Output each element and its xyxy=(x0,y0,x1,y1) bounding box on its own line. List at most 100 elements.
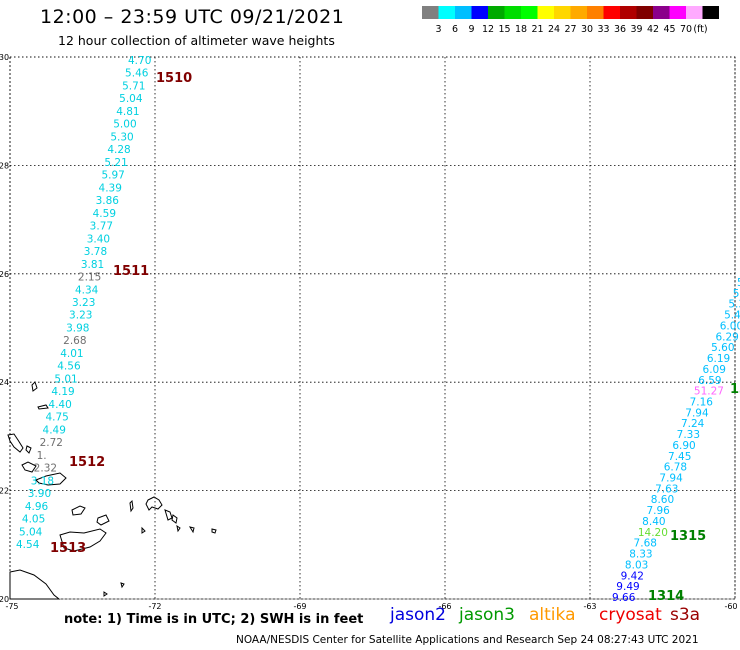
swh-label: 3.90 xyxy=(28,488,51,500)
swh-label: 4.05 xyxy=(22,514,45,526)
pass-number-label: 1513 xyxy=(50,541,86,556)
swh-label: 4.75 xyxy=(45,412,68,424)
colorbar-label: 70 xyxy=(680,24,692,35)
swh-label: 9.66 xyxy=(612,592,636,604)
colorbar-swatch xyxy=(603,6,620,19)
colorbar-swatch xyxy=(669,6,686,19)
coastline xyxy=(120,582,125,589)
swh-label: 4.40 xyxy=(48,399,71,411)
lon-label: -72 xyxy=(148,602,161,611)
coastline xyxy=(176,524,181,533)
swh-label: 7.45 xyxy=(668,451,691,463)
swh-label: 6.19 xyxy=(707,353,730,365)
swh-label: 5.46 xyxy=(125,68,149,80)
coastline xyxy=(164,509,173,521)
swh-label: 9.49 xyxy=(616,581,639,593)
pass-number-label: 1511 xyxy=(113,264,149,279)
colorbar-label: 18 xyxy=(515,24,527,35)
swh-label: 7.33 xyxy=(677,429,700,441)
legend-jason3: jason3 xyxy=(459,605,515,625)
colorbar-swatch xyxy=(570,6,587,19)
colorbar-swatch xyxy=(488,6,505,19)
swh-label: 6.09 xyxy=(703,364,726,376)
coastline xyxy=(21,461,37,473)
coastline xyxy=(145,496,163,511)
swh-label: 3.81 xyxy=(81,259,104,271)
colorbar-swatch xyxy=(521,6,538,19)
lat-label: 30 xyxy=(0,53,9,62)
swh-label: 4.70 xyxy=(128,55,151,67)
coastline xyxy=(37,404,49,410)
coastline xyxy=(35,472,67,486)
swh-label: 7.94 xyxy=(685,407,709,419)
legend-jason2: jason2 xyxy=(390,605,446,625)
colorbar-label: 6 xyxy=(452,24,458,35)
swh-label: 3.77 xyxy=(90,221,113,233)
swh-label: 7.96 xyxy=(646,505,670,517)
swh-label: 5.01 xyxy=(54,373,77,385)
swh-label: 4.59 xyxy=(93,208,116,220)
swh-label: 5.71 xyxy=(122,80,145,92)
pass-number-label: 1512 xyxy=(69,455,105,470)
colorbar-label: 27 xyxy=(564,24,576,35)
swh-label: 5.00 xyxy=(113,119,136,131)
swh-label: 6.78 xyxy=(664,462,687,474)
swh-label: 4.28 xyxy=(107,144,130,156)
swh-label: 3.98 xyxy=(66,322,89,334)
swh-label: 4.19 xyxy=(51,386,74,398)
coastline xyxy=(96,514,110,526)
legend-cryosat: cryosat xyxy=(599,605,662,625)
note-text: note: 1) Time is in UTC; 2) SWH is in fe… xyxy=(64,612,364,627)
colorbar-swatch xyxy=(620,6,637,19)
pass-number-label: 13 xyxy=(730,382,740,397)
swh-label: 6.29 xyxy=(715,331,738,343)
colorbar-label: 36 xyxy=(614,24,626,35)
colorbar-swatch xyxy=(422,6,439,19)
lon-label: -69 xyxy=(293,602,306,611)
swh-label: 7.63 xyxy=(655,483,678,495)
colorbar-swatch xyxy=(554,6,571,19)
swh-label: 14.20 xyxy=(638,527,668,539)
swh-label: 6.00 xyxy=(720,320,740,332)
swh-label: 3.86 xyxy=(96,195,120,207)
colorbar-label: 33 xyxy=(597,24,609,35)
swh-label: 4.54 xyxy=(16,539,40,551)
swh-label: 2.32 xyxy=(34,463,57,475)
swh-label: 5.4 xyxy=(724,310,740,322)
lon-label: -60 xyxy=(724,602,737,611)
swh-label: 5.04 xyxy=(19,526,43,538)
lon-label: -66 xyxy=(438,602,451,611)
swh-label: 7.24 xyxy=(681,418,705,430)
coastline xyxy=(211,528,217,534)
swh-label: 5 xyxy=(737,277,740,289)
colorbar-label: 39 xyxy=(630,24,642,35)
coastline xyxy=(188,526,195,534)
coastline xyxy=(129,499,134,513)
lat-label: 28 xyxy=(0,161,9,170)
colorbar-label: 3 xyxy=(435,24,441,35)
lon-label: -63 xyxy=(583,602,596,611)
swh-label: 5.30 xyxy=(110,131,133,143)
coastline xyxy=(141,526,146,534)
pass-number-label: 1315 xyxy=(670,529,706,544)
colorbar-label: 21 xyxy=(531,24,543,35)
swh-label: 4.01 xyxy=(60,348,83,360)
coastline xyxy=(25,445,32,454)
colorbar-swatch xyxy=(471,6,488,19)
swh-label: 7.94 xyxy=(659,473,683,485)
swh-label: 8.60 xyxy=(651,494,674,506)
colorbar-label: (ft) xyxy=(693,24,707,35)
lat-label: 22 xyxy=(0,487,9,496)
map-subtitle: 12 hour collection of altimeter wave hei… xyxy=(58,33,335,48)
colorbar-swatch xyxy=(686,6,703,19)
legend-altika: altika xyxy=(529,605,576,625)
lat-label: 20 xyxy=(0,595,9,604)
swh-label: 4.49 xyxy=(43,424,66,436)
swh-label: 5.21 xyxy=(104,157,127,169)
colorbar-label: 15 xyxy=(498,24,510,35)
coastline xyxy=(71,505,86,516)
swh-label: 5.3 xyxy=(728,299,740,311)
swh-label: 3.78 xyxy=(84,246,107,258)
colorbar-swatch xyxy=(702,6,719,19)
swh-label: 2.72 xyxy=(40,437,63,449)
